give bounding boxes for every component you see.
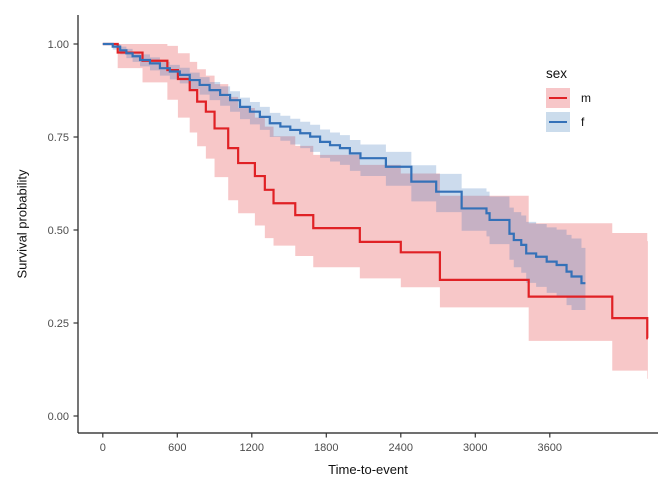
legend-label-m: m [581, 91, 591, 105]
legend-swatch-m [546, 88, 570, 108]
y-tick-label: 0.00 [48, 411, 69, 423]
x-tick-label: 0 [100, 442, 106, 454]
y-tick-label: 0.50 [48, 225, 69, 237]
legend-item-f: f [546, 112, 591, 132]
x-tick-label: 3000 [463, 442, 487, 454]
x-axis-title: Time-to-event [328, 462, 408, 477]
x-tick-label: 600 [168, 442, 186, 454]
legend-line-m [549, 97, 567, 100]
legend-swatch-f [546, 112, 570, 132]
x-tick-label: 1200 [240, 442, 264, 454]
x-tick-label: 3600 [538, 442, 562, 454]
legend: sex m f [546, 66, 591, 136]
legend-item-m: m [546, 88, 591, 108]
legend-line-f [549, 121, 567, 124]
survival-curve-f [102, 42, 586, 285]
y-tick-label: 0.75 [48, 132, 69, 144]
legend-title: sex [546, 66, 568, 81]
y-axis-title: Survival probability [14, 169, 30, 279]
y-tick-label: 1.00 [48, 39, 69, 51]
x-tick-label: 2400 [389, 442, 413, 454]
y-tick-label: 0.25 [48, 318, 69, 330]
confidence-band-f [102, 44, 586, 310]
legend-label-f: f [581, 115, 585, 129]
x-tick-label: 1800 [314, 442, 338, 454]
confidence-band-m [102, 44, 648, 379]
